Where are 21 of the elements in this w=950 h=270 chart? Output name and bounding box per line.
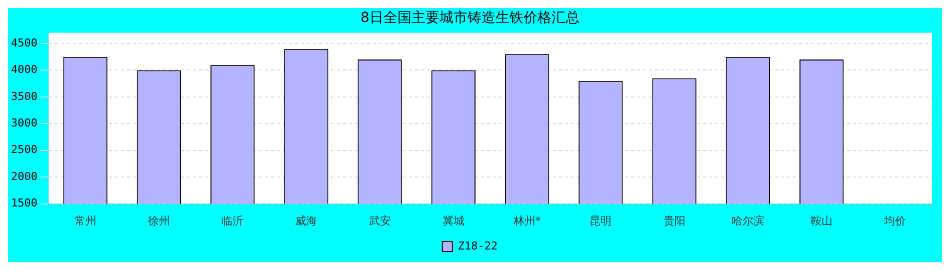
x-tick-label: 均价 — [883, 214, 906, 228]
x-tick-label: 昆明 — [590, 214, 612, 228]
x-tick-label: 武安 — [368, 214, 391, 228]
x-tick-label: 林州* — [512, 214, 542, 228]
x-tick-label: 冀城 — [442, 214, 464, 228]
chart-title: 8日全国主要城市铸造生铁价格汇总 — [360, 10, 580, 26]
x-tick-label: 哈尔滨 — [731, 214, 764, 228]
y-tick-label: 1500 — [10, 196, 38, 210]
y-tick-label: 2500 — [10, 143, 38, 156]
x-tick-label: 鞍山 — [810, 214, 833, 228]
x-tick-label: 贵阳 — [663, 214, 686, 228]
legend-label: Z18-22 — [458, 239, 498, 252]
y-tick-label: 4500 — [10, 36, 38, 50]
x-tick-label: 徐州 — [148, 214, 170, 228]
x-tick-label: 威海 — [295, 214, 318, 228]
y-tick-label: 2000 — [10, 170, 38, 183]
y-tick-label: 4000 — [10, 63, 38, 76]
y-tick-label: 3000 — [10, 116, 38, 130]
y-tick-label: 3500 — [10, 90, 38, 103]
x-tick-label: 常州 — [74, 214, 96, 228]
x-tick-label: 临沂 — [222, 214, 244, 228]
